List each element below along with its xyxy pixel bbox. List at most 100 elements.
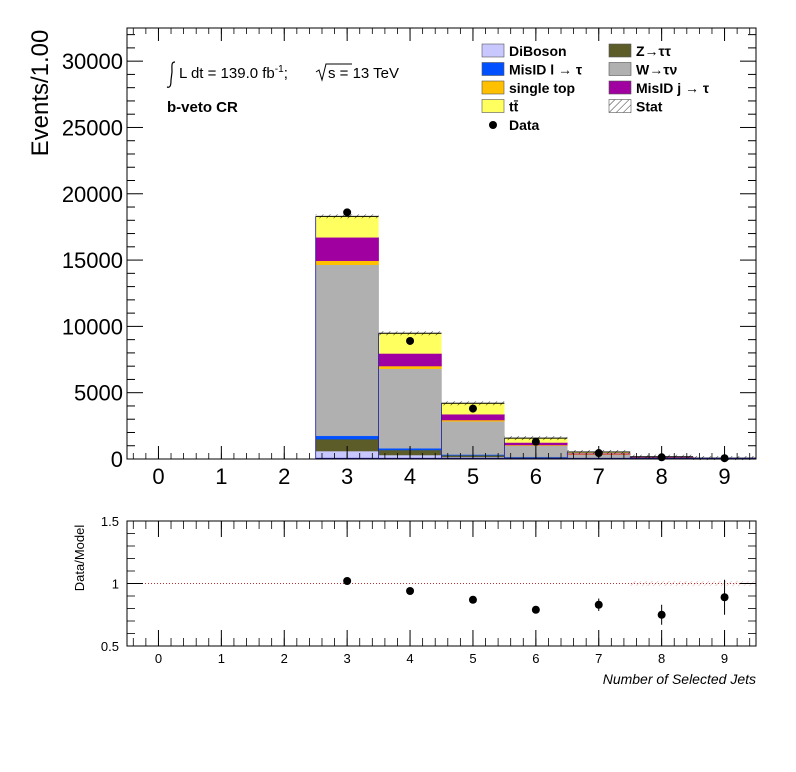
ratio-points — [343, 577, 729, 625]
bottom-y-axis: 0.5 1 1.5 — [101, 514, 756, 654]
legend-label: single top — [509, 80, 575, 96]
ratio-ytick-label-2: 1.5 — [101, 514, 119, 529]
lumi-text: L dt = 139.0 fb — [179, 65, 275, 82]
legend-marker — [489, 121, 497, 129]
bar-3-4 — [378, 368, 442, 449]
legend-label: DiBoson — [509, 43, 567, 59]
legend-label: MisID l → τ — [509, 62, 583, 78]
xtick-label-1: 1 — [215, 464, 227, 489]
ratio-xtick-label-8: 8 — [658, 651, 665, 666]
ratio-xtick-label-7: 7 — [595, 651, 602, 666]
ratio-xtick-label-9: 9 — [721, 651, 728, 666]
annotation: L dt = 139.0 fb-1; s = 13 TeV b-veto CR — [166, 61, 399, 116]
bottom-panel: 0.5 1 1.5 0 1 2 3 4 5 6 7 8 9 Data/Model Number of … — [72, 514, 757, 687]
ratio-xtick-label-0: 0 — [155, 651, 162, 666]
xtick-label-7: 7 — [593, 464, 605, 489]
xtick-label-5: 5 — [467, 464, 479, 489]
legend: DiBoson MisID l → τ single top tt̄ Data Z→ττ W… — [481, 43, 710, 133]
top-x-axis: 0 1 2 3 4 5 6 7 8 9 — [132, 28, 751, 489]
legend-label: Stat — [636, 99, 663, 115]
legend-item-8: Data — [489, 117, 540, 133]
legend-swatch — [481, 43, 505, 58]
legend-swatch — [481, 80, 505, 95]
data-point-0 — [343, 208, 352, 217]
ytick-label-2: 10000 — [62, 314, 123, 339]
top-frame — [126, 27, 757, 460]
ratio-point-6 — [720, 593, 729, 602]
data-point-3 — [531, 437, 540, 446]
svg-text:L dt = 139.0 fb-1;: L dt = 139.0 fb-1; — [179, 64, 288, 82]
ratio-point-1 — [406, 587, 415, 595]
xtick-label-4: 4 — [404, 464, 416, 489]
xtick-label-9: 9 — [718, 464, 730, 489]
bottom-xlabel: Number of Selected Jets — [603, 671, 756, 687]
legend-item-6: tt̄ — [481, 98, 519, 115]
stack-bars — [315, 216, 757, 460]
ytick-label-5: 25000 — [62, 115, 123, 140]
ratio-point-5 — [657, 610, 666, 619]
bar-4-3 — [315, 260, 379, 265]
top-panel: 0 5000 10000 15000 20000 25000 30000 0 1 2 3 4 5 6 7 8… — [27, 27, 757, 489]
data-point-1 — [406, 336, 415, 345]
bottom-ylabel: Data/Model — [72, 525, 87, 592]
ratio-point-3 — [531, 605, 540, 614]
top-y-axis: 0 5000 10000 15000 20000 25000 30000 — [62, 34, 756, 472]
legend-label: Data — [509, 117, 540, 133]
legend-item-0: DiBoson — [481, 43, 567, 59]
lumi-separator: ; — [284, 65, 288, 82]
ratio-xtick-label-4: 4 — [406, 651, 413, 666]
xtick-label-2: 2 — [278, 464, 290, 489]
top-ylabel: Events/1.00 — [27, 30, 54, 157]
legend-swatch — [608, 99, 632, 113]
ratio-xtick-label-2: 2 — [281, 651, 288, 666]
ratio-xtick-label-6: 6 — [532, 651, 539, 666]
legend-swatch — [481, 62, 505, 76]
ytick-label-3: 15000 — [62, 248, 123, 273]
legend-label: W→τν — [636, 62, 677, 78]
ratio-ytick-label-0: 0.5 — [101, 639, 119, 654]
bar-4-4 — [378, 365, 442, 369]
ratio-xtick-label-3: 3 — [344, 651, 351, 666]
ratio-ytick-label-1: 1 — [112, 577, 119, 592]
ratio-stat-band — [630, 581, 756, 586]
bar-3-3 — [315, 264, 379, 437]
legend-item-2: MisID l → τ — [481, 62, 583, 78]
region-text: b-veto CR — [167, 99, 238, 116]
ratio-point-2 — [468, 595, 477, 604]
legend-label: Z→ττ — [636, 43, 672, 59]
ratio-point-4 — [594, 600, 603, 609]
ratio-xtick-label-1: 1 — [218, 651, 225, 666]
data-point-2 — [468, 404, 477, 413]
lumi-exponent: -1 — [275, 64, 284, 75]
ytick-label-0: 0 — [111, 447, 123, 472]
legend-label: MisID j → τ — [636, 80, 710, 96]
ytick-label-6: 30000 — [62, 49, 123, 74]
legend-swatch — [608, 43, 632, 58]
bar-5-5 — [441, 414, 505, 421]
legend-swatch — [608, 80, 632, 95]
legend-item-5: MisID j → τ — [608, 80, 710, 96]
xtick-label-0: 0 — [152, 464, 164, 489]
integral-icon — [166, 61, 176, 88]
ytick-label-1: 5000 — [74, 381, 123, 406]
ratio-reference — [127, 581, 756, 586]
sqrt-icon — [315, 63, 352, 82]
bar-2-3 — [315, 435, 379, 440]
bar-5-4 — [378, 353, 442, 367]
legend-item-4: single top — [481, 80, 575, 96]
bar-5-3 — [315, 237, 379, 261]
legend-item-3: W→τν — [608, 62, 677, 78]
bottom-x-axis: 0 1 2 3 4 5 6 7 8 9 — [132, 521, 751, 666]
legend-item-1: Z→ττ — [608, 43, 672, 59]
bar-6-3 — [315, 216, 379, 238]
legend-swatch — [481, 99, 505, 113]
legend-swatch — [608, 62, 632, 76]
xtick-label-8: 8 — [656, 464, 668, 489]
ytick-label-4: 20000 — [62, 182, 123, 207]
legend-item-7: Stat — [608, 99, 663, 115]
xtick-label-3: 3 — [341, 464, 353, 489]
ratio-point-0 — [343, 577, 352, 585]
energy-text: s = 13 TeV — [328, 65, 399, 82]
legend-label: tt̄ — [509, 98, 519, 114]
